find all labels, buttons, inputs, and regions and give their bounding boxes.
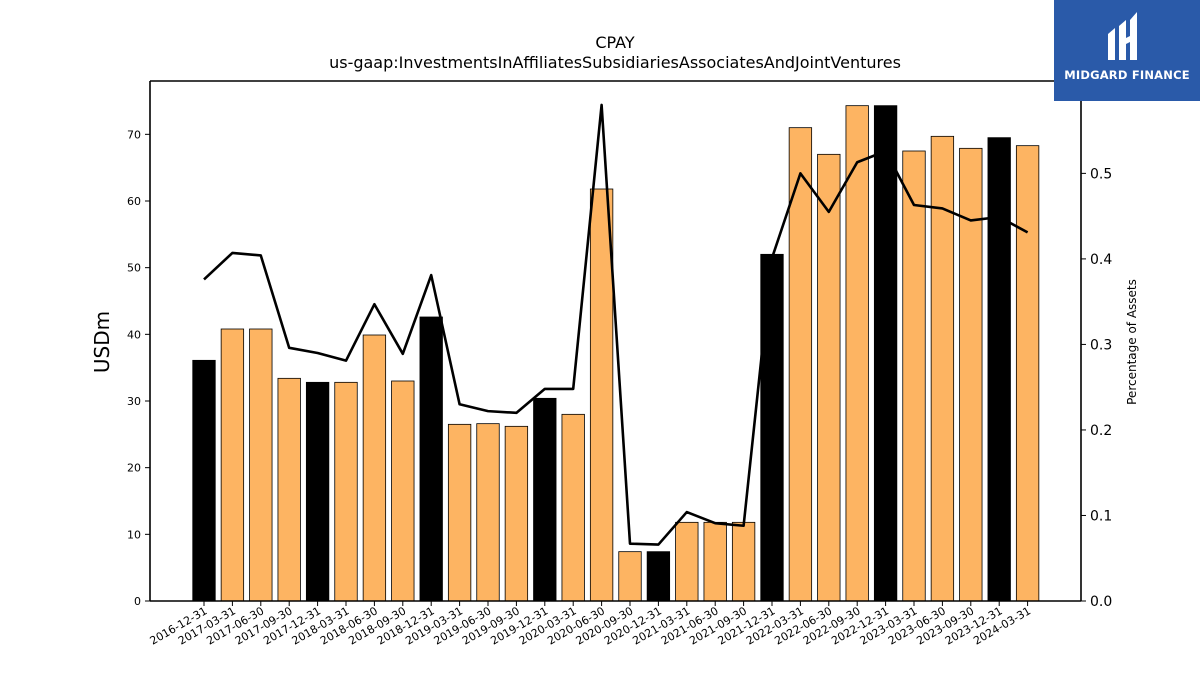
y2-tick-label: 0.1 bbox=[1090, 508, 1112, 524]
bar bbox=[277, 377, 301, 602]
midgard-logo-icon bbox=[1108, 12, 1137, 60]
bar bbox=[419, 316, 443, 602]
bar bbox=[845, 105, 869, 602]
y-tick-label: 60 bbox=[127, 195, 141, 208]
bar bbox=[334, 381, 358, 602]
bar bbox=[731, 521, 756, 602]
bar bbox=[589, 188, 614, 602]
bar bbox=[305, 381, 330, 602]
bar bbox=[391, 380, 415, 602]
bar bbox=[561, 413, 585, 602]
logo-text: MIDGARD FINANCE bbox=[1064, 68, 1190, 82]
y-tick-label: 0 bbox=[134, 595, 141, 608]
bar bbox=[987, 137, 1011, 602]
y-tick-label: 70 bbox=[127, 128, 141, 141]
bar bbox=[902, 150, 926, 602]
bar bbox=[817, 153, 841, 602]
y2-tick-label: 0.4 bbox=[1090, 252, 1112, 268]
y2-tick-label: 0.0 bbox=[1090, 594, 1112, 610]
bar bbox=[646, 551, 671, 602]
brand-logo: MIDGARD FINANCE bbox=[1054, 0, 1200, 101]
bar bbox=[249, 328, 273, 602]
y2-tick-label: 0.3 bbox=[1090, 337, 1112, 353]
bar bbox=[533, 397, 557, 602]
bar bbox=[930, 135, 955, 602]
bar bbox=[1015, 145, 1040, 602]
bar bbox=[618, 551, 642, 602]
bar bbox=[192, 359, 216, 602]
chart-title: CPAY bbox=[595, 33, 635, 52]
y2-tick-label: 0.2 bbox=[1090, 423, 1112, 439]
y-tick-label: 30 bbox=[127, 395, 141, 408]
bar bbox=[220, 328, 245, 602]
percentage-line bbox=[203, 103, 1029, 546]
bar bbox=[447, 423, 472, 602]
y-tick-label: 20 bbox=[127, 462, 141, 475]
y-tick-label: 10 bbox=[127, 528, 141, 541]
y-tick-label: 40 bbox=[127, 328, 141, 341]
bar bbox=[362, 334, 387, 602]
y-tick-label: 50 bbox=[127, 262, 141, 275]
bar bbox=[476, 423, 500, 602]
line-layer bbox=[203, 103, 1029, 546]
y2-tick-label: 0.5 bbox=[1090, 166, 1112, 182]
chart-subtitle: us-gaap:InvestmentsInAffiliatesSubsidiar… bbox=[329, 53, 901, 72]
bar-group bbox=[192, 105, 1040, 602]
bar bbox=[504, 425, 529, 602]
bar bbox=[675, 521, 699, 602]
bar bbox=[760, 253, 784, 602]
bar bbox=[703, 521, 727, 602]
bar bbox=[873, 105, 898, 602]
y-axis-label: USDm bbox=[90, 311, 114, 373]
y2-axis-label: Percentage of Assets bbox=[1125, 279, 1139, 405]
